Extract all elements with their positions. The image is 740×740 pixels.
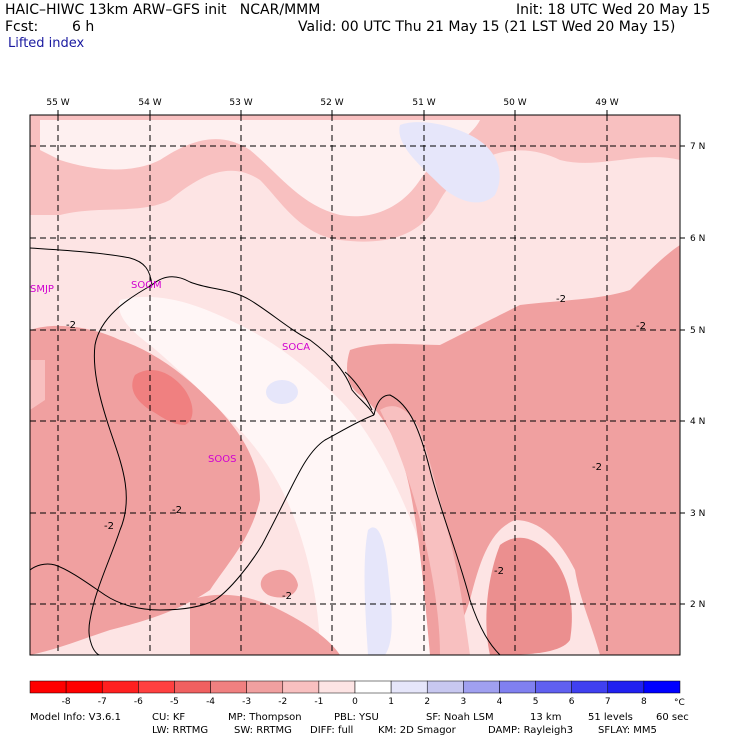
lat-label: 4 N <box>690 417 705 427</box>
init-time: Init: 18 UTC Wed 20 May 15 <box>516 2 711 18</box>
contour-labels: -2 -2 -2 -2 -2 -2 -2 -2 <box>66 294 646 602</box>
shaded-field <box>30 115 680 655</box>
contour-label: -2 <box>636 321 646 332</box>
colorbar-unit: °C <box>674 698 685 708</box>
political-boundaries <box>30 247 501 655</box>
station-label: SOGM <box>131 280 162 291</box>
colorbar-tick-label: 2 <box>424 697 430 707</box>
vertical-levels: 51 levels <box>588 712 633 723</box>
colorbar-swatch <box>390 680 428 694</box>
forecast-hour: 6 h <box>72 19 95 35</box>
contour-label: -2 <box>282 591 292 602</box>
lat-label: 5 N <box>690 326 705 336</box>
colorbar-tick-label: 5 <box>533 697 539 707</box>
lat-lon-grid <box>30 115 680 655</box>
station-label: SOOS <box>208 454 236 465</box>
contour-label: -2 <box>66 320 76 331</box>
lon-label: 52 W <box>320 98 343 108</box>
colorbar-swatch <box>138 680 175 694</box>
colorbar-tick-label: -6 <box>134 697 143 707</box>
colorbar-tick-label: 6 <box>569 697 575 707</box>
lat-label: 3 N <box>690 509 705 519</box>
lon-label: 49 W <box>595 98 618 108</box>
grid-spacing: 13 km <box>530 712 562 723</box>
colorbar: -8 -7 -6 -5 -4 -3 -2 -1 0 1 2 3 4 5 6 7 8 <box>29 680 681 707</box>
cumulus-scheme: CU: KF <box>152 712 186 723</box>
eddy-coefficient-option: KM: 2D Smagor <box>378 725 456 736</box>
colorbar-tick-label: -5 <box>170 697 179 707</box>
diffusion-option: DIFF: full <box>310 725 354 736</box>
lon-label: 51 W <box>412 98 435 108</box>
contour-label: -2 <box>556 294 566 305</box>
colorbar-tick-label: -8 <box>62 697 71 707</box>
lon-label: 55 W <box>46 98 69 108</box>
pbl-scheme: PBL: YSU <box>334 712 379 723</box>
colorbar-swatch <box>426 680 464 694</box>
map-frame <box>29 114 681 656</box>
valid-time: Valid: 00 UTC Thu 21 May 15 (21 LST Wed … <box>298 19 676 35</box>
colorbar-swatch <box>463 680 500 694</box>
colorbar-tick-label: -2 <box>278 697 287 707</box>
longwave-scheme: LW: RRTMG <box>152 725 209 736</box>
contour-label: -2 <box>592 462 602 473</box>
time-step: 60 sec <box>656 712 689 723</box>
colorbar-tick-label: -1 <box>314 697 323 707</box>
colorbar-tick-label: -3 <box>242 697 251 707</box>
colorbar-tick-label: -7 <box>98 697 107 707</box>
colorbar-swatch <box>571 680 609 694</box>
colorbar-swatch <box>643 680 681 694</box>
station-label: SOCA <box>282 342 310 353</box>
damping-option: DAMP: Rayleigh3 <box>488 725 574 736</box>
surface-layer-option: SFLAY: MM5 <box>598 725 657 736</box>
model-title: HAIC–HIWC 13km ARW–GFS init NCAR/MMM <box>5 2 321 18</box>
colorbar-swatch <box>535 680 572 694</box>
colorbar-swatch <box>282 680 320 694</box>
colorbar-tick-label: 7 <box>605 697 611 707</box>
contour-label: -2 <box>104 521 114 532</box>
colorbar-swatch <box>318 680 356 694</box>
lat-label: 2 N <box>690 600 705 610</box>
colorbar-swatch <box>101 680 139 694</box>
contour-label: -2 <box>494 566 504 577</box>
field-name: Lifted index <box>8 36 85 51</box>
colorbar-tick-label: 8 <box>641 697 647 707</box>
surface-scheme: SF: Noah LSM <box>426 712 494 723</box>
contour-label: -2 <box>172 505 182 516</box>
station-label: SMJP <box>30 284 54 295</box>
colorbar-swatch <box>210 680 247 694</box>
colorbar-swatch <box>29 680 67 694</box>
colorbar-swatch <box>246 680 284 694</box>
lon-label: 53 W <box>229 98 252 108</box>
forecast-label: Fcst: <box>5 19 39 35</box>
colorbar-tick-label: -4 <box>206 697 215 707</box>
colorbar-swatch <box>499 680 536 694</box>
colorbar-swatch <box>174 680 211 694</box>
colorbar-tick-label: 1 <box>388 697 394 707</box>
colorbar-swatch <box>607 680 645 694</box>
lat-label: 7 N <box>690 142 705 152</box>
lon-label: 54 W <box>138 98 161 108</box>
microphysics-scheme: MP: Thompson <box>228 712 302 723</box>
colorbar-swatch <box>65 680 103 694</box>
model-info: Model Info: V3.6.1 <box>30 712 121 723</box>
shortwave-scheme: SW: RRTMG <box>234 725 292 736</box>
colorbar-swatch <box>354 680 392 694</box>
colorbar-tick-label: 0 <box>352 697 358 707</box>
lon-label: 50 W <box>503 98 526 108</box>
colorbar-tick-label: 4 <box>497 697 503 707</box>
lat-label: 6 N <box>690 234 705 244</box>
colorbar-tick-label: 3 <box>460 697 466 707</box>
axis-ticks <box>57 110 685 605</box>
